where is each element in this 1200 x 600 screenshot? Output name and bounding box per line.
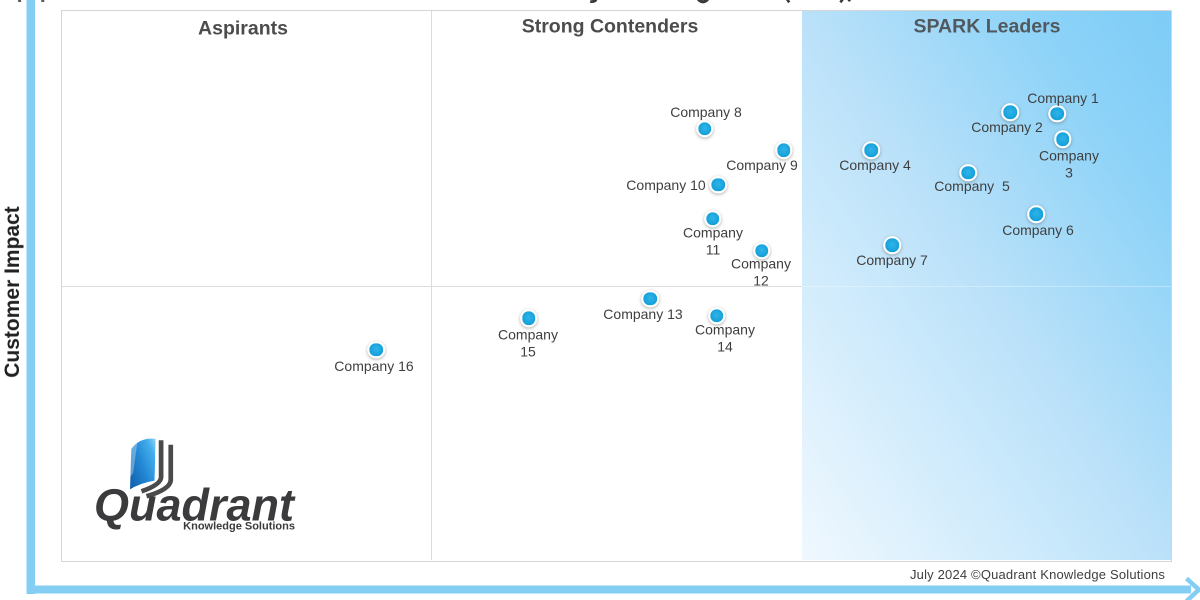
svg-text:Quadrant: Quadrant: [94, 480, 296, 531]
svg-text:Knowledge Solutions: Knowledge Solutions: [183, 520, 295, 532]
